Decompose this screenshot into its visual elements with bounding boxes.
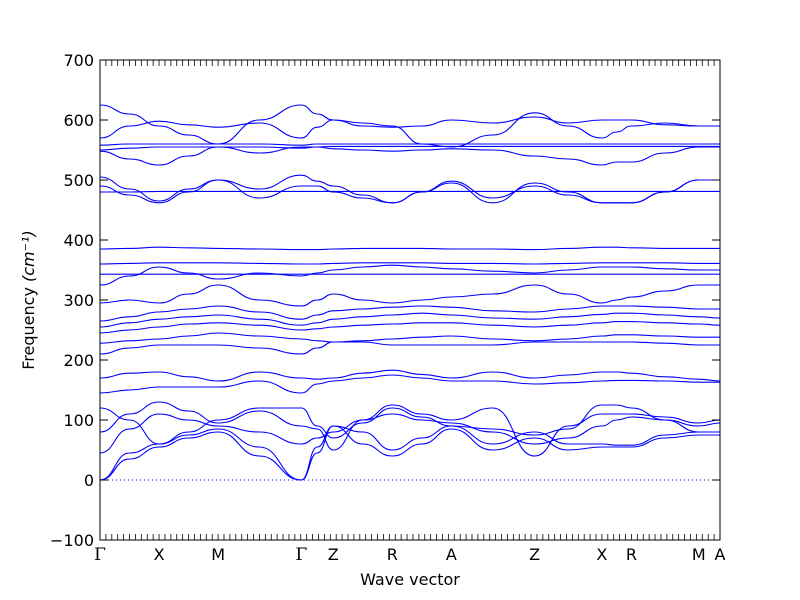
y-tick-label: 300	[63, 291, 94, 310]
band-22	[100, 145, 720, 151]
y-tick-label: 200	[63, 351, 94, 370]
y-tick-label: −100	[50, 531, 94, 550]
y-tick-label: 400	[63, 231, 94, 250]
band-16	[100, 262, 720, 265]
y-tick-label: 700	[63, 51, 94, 70]
band-8	[100, 341, 720, 355]
band-25	[100, 104, 720, 148]
plot-frame	[99, 59, 721, 541]
x-kpoint-label: M	[211, 545, 225, 564]
x-kpoint-label: R	[387, 545, 398, 564]
band-10	[100, 321, 720, 334]
x-kpoint-label: X	[596, 545, 607, 564]
x-kpoint-label: M	[692, 545, 706, 564]
band-13	[100, 284, 720, 307]
x-kpoint-label: R	[626, 545, 637, 564]
x-kpoint-label: A	[715, 545, 726, 564]
band-1	[100, 425, 720, 481]
band-23	[100, 143, 720, 146]
x-kpoint-label: X	[154, 545, 165, 564]
band-17	[100, 246, 720, 251]
band-lines	[100, 104, 720, 481]
band-11	[100, 312, 720, 328]
band-5	[100, 404, 720, 445]
band-20	[100, 174, 720, 204]
band-6	[100, 374, 720, 394]
band-14	[100, 264, 720, 286]
x-kpoint-label: Z	[328, 545, 339, 564]
y-axis-ticks: −100 0 100 200 300 400 500 600 700	[50, 51, 720, 550]
band-2	[100, 425, 720, 481]
x-kpoint-label: Z	[529, 545, 540, 564]
band-4	[100, 401, 720, 457]
band-24	[100, 116, 720, 139]
y-axis-label-unit: (cm⁻¹)	[19, 230, 38, 282]
y-axis-label-text: Frequency	[19, 287, 38, 370]
band-21	[100, 146, 720, 166]
band-18	[100, 190, 720, 193]
x-kpoint-label: A	[446, 545, 457, 564]
band-3	[100, 413, 720, 454]
band-9	[100, 332, 720, 344]
y-axis-label: Frequency (cm⁻¹)	[19, 230, 38, 369]
y-tick-label: 100	[63, 411, 94, 430]
band-7	[100, 369, 720, 382]
band-12	[100, 305, 720, 322]
y-tick-label: 0	[84, 471, 94, 490]
x-kpoint-label: Γ	[94, 545, 106, 565]
y-tick-label: 500	[63, 171, 94, 190]
x-axis-label: Wave vector	[360, 570, 460, 589]
y-tick-label: 600	[63, 111, 94, 130]
x-kpoint-label: Γ	[295, 545, 307, 565]
